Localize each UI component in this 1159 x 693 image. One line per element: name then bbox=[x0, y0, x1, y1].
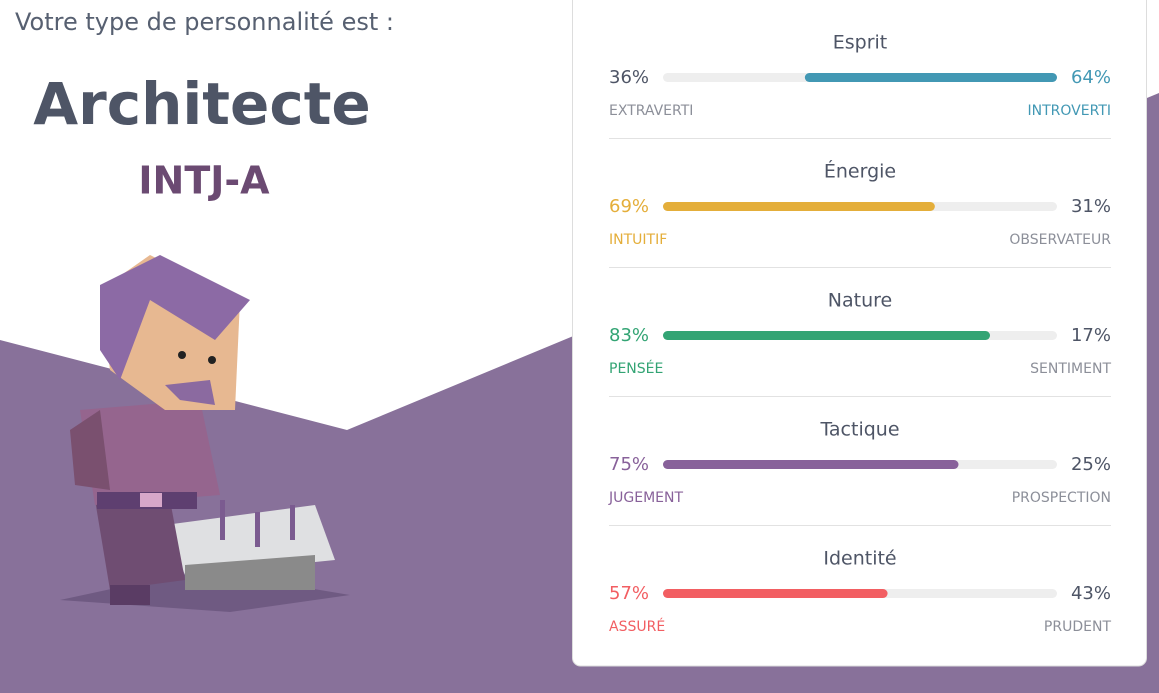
traits: Esprit 36% EXTRAVERTI 64% INTROVERTI Énergie 6… bbox=[608, 32, 1111, 636]
pole-label: EXTRAVERTI bbox=[609, 103, 693, 119]
bar-fill bbox=[663, 331, 991, 340]
percent-label: 69% bbox=[609, 196, 649, 217]
pole-label: PROSPECTION bbox=[1012, 490, 1111, 506]
percent-label: 36% bbox=[609, 67, 649, 88]
intro: Votre type de personnalité est : bbox=[15, 8, 394, 36]
bar-fill bbox=[663, 202, 935, 211]
percent-label: 64% bbox=[1071, 67, 1111, 88]
percent-label: 17% bbox=[1071, 325, 1111, 346]
percent-label: 83% bbox=[609, 325, 649, 346]
percent-label: 75% bbox=[609, 454, 649, 475]
trait-name: Identité bbox=[823, 548, 896, 570]
pole-label: JUGEMENT bbox=[608, 490, 683, 506]
illustration bbox=[60, 255, 350, 612]
pole-label: OBSERVATEUR bbox=[1009, 232, 1111, 248]
pole-label: ASSURÉ bbox=[609, 618, 665, 635]
trait-name: Énergie bbox=[824, 160, 896, 183]
percent-label: 31% bbox=[1071, 196, 1111, 217]
type-title: Architecte bbox=[33, 70, 371, 138]
percent-label: 25% bbox=[1071, 454, 1111, 475]
trait-name: Nature bbox=[828, 290, 892, 312]
bar-fill bbox=[663, 460, 959, 469]
pole-label: INTROVERTI bbox=[1028, 103, 1111, 119]
percent-label: 57% bbox=[609, 583, 649, 604]
pole-label: SENTIMENT bbox=[1030, 361, 1111, 377]
bar-fill bbox=[804, 73, 1057, 82]
percent-label: 43% bbox=[1071, 583, 1111, 604]
bar-fill bbox=[663, 589, 888, 598]
pole-label: PRUDENT bbox=[1044, 619, 1112, 635]
trait-name: Esprit bbox=[833, 32, 888, 54]
type-code: INTJ-A bbox=[138, 159, 270, 203]
trait-name: Tactique bbox=[819, 419, 899, 441]
pole-label: PENSÉE bbox=[609, 360, 663, 377]
pole-label: INTUITIF bbox=[609, 232, 667, 248]
